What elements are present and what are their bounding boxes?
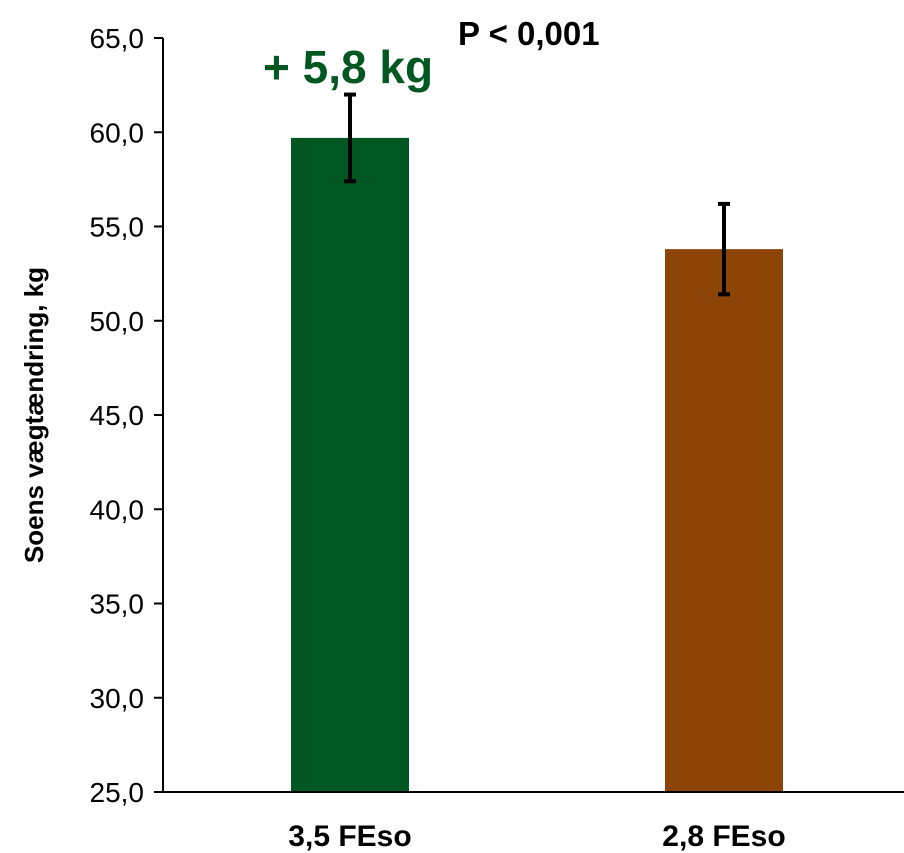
error-bars xyxy=(344,92,730,297)
y-tick-label: 35,0 xyxy=(90,589,145,620)
x-category-label: 2,8 FEso xyxy=(662,820,785,853)
y-axis-title: Soens vægtændring, kg xyxy=(19,267,49,563)
x-axis-labels: 3,5 FEso 2,8 FEso xyxy=(288,820,785,853)
x-category-label: 3,5 FEso xyxy=(288,820,411,853)
y-tick-label: 40,0 xyxy=(90,494,145,525)
bars xyxy=(291,137,783,792)
y-tick-label: 25,0 xyxy=(90,777,145,808)
y-tick-label: 30,0 xyxy=(90,683,145,714)
y-tick-label: 45,0 xyxy=(90,400,145,431)
bar xyxy=(665,249,783,792)
y-axis-ticks: 25,0 30,0 35,0 40,0 45,0 50,0 55,0 60,0 65,0 xyxy=(90,23,163,808)
p-value-annotation: P < 0,001 xyxy=(458,15,600,52)
bar xyxy=(291,137,409,792)
y-tick-label: 55,0 xyxy=(90,212,145,243)
difference-annotation: + 5,8 kg xyxy=(263,41,433,93)
y-tick-label: 50,0 xyxy=(90,306,145,337)
y-tick-label: 60,0 xyxy=(90,117,145,148)
y-tick-label: 65,0 xyxy=(90,23,145,54)
